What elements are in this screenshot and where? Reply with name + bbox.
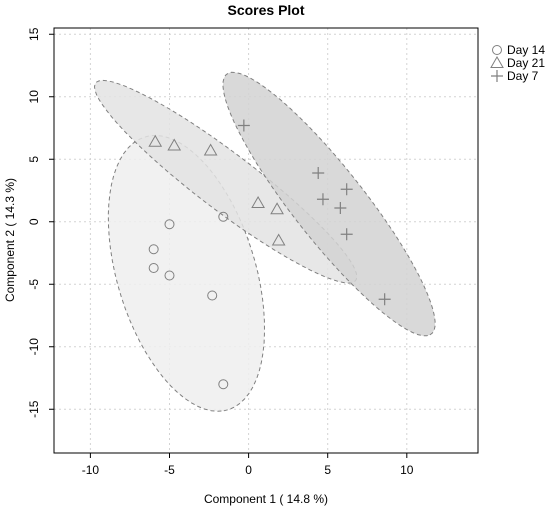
confidence-ellipse bbox=[93, 79, 358, 284]
data-point bbox=[270, 202, 284, 215]
x-axis-label: Component 1 ( 14.8 %) bbox=[204, 492, 328, 506]
legend-label: Day 14 bbox=[507, 43, 545, 57]
data-point bbox=[148, 134, 163, 147]
confidence-ellipse bbox=[222, 71, 436, 337]
data-point bbox=[378, 293, 391, 306]
data-point bbox=[148, 263, 159, 273]
y-tick-label: -15 bbox=[27, 400, 41, 418]
data-point bbox=[164, 219, 175, 230]
x-tick-label: 10 bbox=[400, 463, 414, 477]
legend-marker bbox=[491, 70, 503, 82]
legend-label: Day 21 bbox=[507, 56, 545, 70]
data-point bbox=[167, 138, 182, 151]
x-tick-label: -10 bbox=[82, 463, 100, 477]
y-tick-label: -10 bbox=[27, 338, 41, 356]
data-point bbox=[164, 270, 175, 281]
y-tick-label: 15 bbox=[27, 27, 41, 41]
data-point bbox=[237, 119, 250, 132]
y-axis-label: Component 2 ( 14.3 %) bbox=[3, 178, 17, 302]
ellipse-layer bbox=[93, 71, 436, 412]
y-tick-label: 5 bbox=[27, 156, 41, 163]
x-tick-label: -5 bbox=[164, 463, 175, 477]
data-point bbox=[148, 244, 159, 255]
data-point bbox=[203, 143, 218, 156]
data-point bbox=[251, 195, 265, 208]
points-layer bbox=[148, 119, 391, 390]
x-tick-label: 5 bbox=[324, 463, 331, 477]
y-tick-label: 0 bbox=[27, 218, 41, 225]
data-point bbox=[340, 228, 353, 241]
x-tick-label: 0 bbox=[245, 463, 252, 477]
tick-layer: -10 -5 0 5 10 -15 -10 -5 0 5 10 15 bbox=[27, 27, 414, 477]
data-point bbox=[218, 379, 229, 390]
plot-frame bbox=[53, 27, 479, 454]
legend-marker bbox=[492, 45, 502, 55]
data-point bbox=[218, 211, 229, 222]
data-point bbox=[312, 167, 325, 179]
legend-label: Day 7 bbox=[507, 69, 539, 83]
data-point bbox=[334, 202, 347, 214]
legend-marker bbox=[490, 55, 504, 68]
data-point bbox=[316, 193, 329, 206]
chart-title: Scores Plot bbox=[227, 2, 304, 18]
y-tick-label: -5 bbox=[27, 279, 41, 290]
data-point bbox=[340, 183, 353, 196]
data-point bbox=[271, 233, 286, 246]
y-tick-label: 10 bbox=[27, 90, 41, 104]
data-point bbox=[207, 290, 218, 301]
